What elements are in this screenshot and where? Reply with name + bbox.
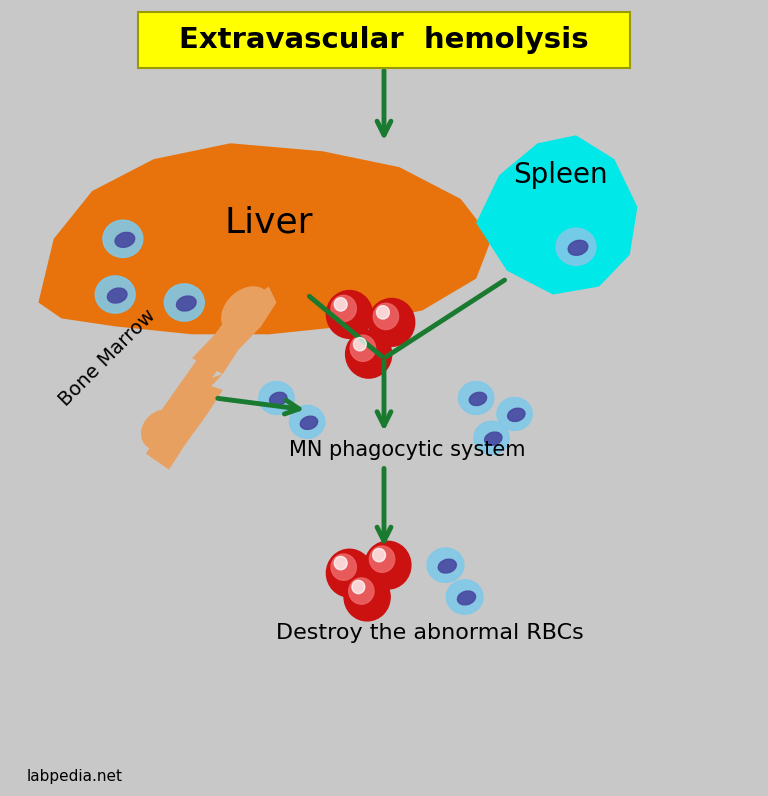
- Circle shape: [344, 573, 390, 621]
- FancyBboxPatch shape: [138, 12, 630, 68]
- Circle shape: [353, 338, 366, 351]
- Ellipse shape: [568, 240, 588, 256]
- Ellipse shape: [95, 276, 135, 313]
- Ellipse shape: [115, 232, 134, 248]
- Circle shape: [372, 548, 386, 562]
- Ellipse shape: [427, 548, 464, 583]
- Polygon shape: [154, 302, 253, 439]
- Ellipse shape: [469, 392, 487, 405]
- Ellipse shape: [108, 288, 127, 303]
- Circle shape: [346, 330, 392, 378]
- Ellipse shape: [103, 220, 143, 257]
- Text: Destroy the abnormal RBCs: Destroy the abnormal RBCs: [276, 622, 584, 643]
- Polygon shape: [146, 382, 223, 470]
- Ellipse shape: [458, 381, 494, 415]
- Circle shape: [331, 295, 356, 322]
- Circle shape: [352, 580, 365, 594]
- Circle shape: [373, 303, 399, 330]
- Circle shape: [326, 291, 372, 338]
- Text: Liver: Liver: [224, 206, 313, 240]
- Text: labpedia.net: labpedia.net: [27, 769, 123, 783]
- Ellipse shape: [222, 287, 270, 334]
- Circle shape: [326, 549, 372, 597]
- Ellipse shape: [508, 408, 525, 421]
- Circle shape: [331, 554, 356, 580]
- Text: Extravascular  hemolysis: Extravascular hemolysis: [179, 25, 589, 54]
- Circle shape: [369, 298, 415, 346]
- Ellipse shape: [177, 296, 196, 311]
- Ellipse shape: [485, 432, 502, 445]
- Text: Spleen: Spleen: [513, 161, 608, 189]
- Circle shape: [350, 335, 376, 361]
- Ellipse shape: [290, 405, 325, 439]
- Polygon shape: [161, 350, 238, 430]
- Text: MN phagocytic system: MN phagocytic system: [289, 439, 525, 460]
- Ellipse shape: [141, 410, 181, 450]
- Circle shape: [365, 541, 411, 589]
- Ellipse shape: [164, 284, 204, 321]
- Circle shape: [349, 578, 374, 604]
- Circle shape: [369, 546, 395, 572]
- Ellipse shape: [474, 421, 509, 455]
- Ellipse shape: [300, 416, 318, 429]
- Circle shape: [334, 298, 347, 311]
- Polygon shape: [38, 143, 492, 334]
- Ellipse shape: [458, 591, 475, 605]
- Ellipse shape: [446, 579, 483, 615]
- Ellipse shape: [270, 392, 287, 405]
- Polygon shape: [476, 135, 637, 295]
- Polygon shape: [192, 287, 276, 374]
- Ellipse shape: [497, 397, 532, 431]
- Ellipse shape: [556, 228, 596, 265]
- Ellipse shape: [259, 381, 294, 415]
- Text: Bone Marrow: Bone Marrow: [55, 306, 160, 410]
- Ellipse shape: [439, 560, 456, 573]
- Circle shape: [376, 306, 389, 319]
- Circle shape: [334, 556, 347, 570]
